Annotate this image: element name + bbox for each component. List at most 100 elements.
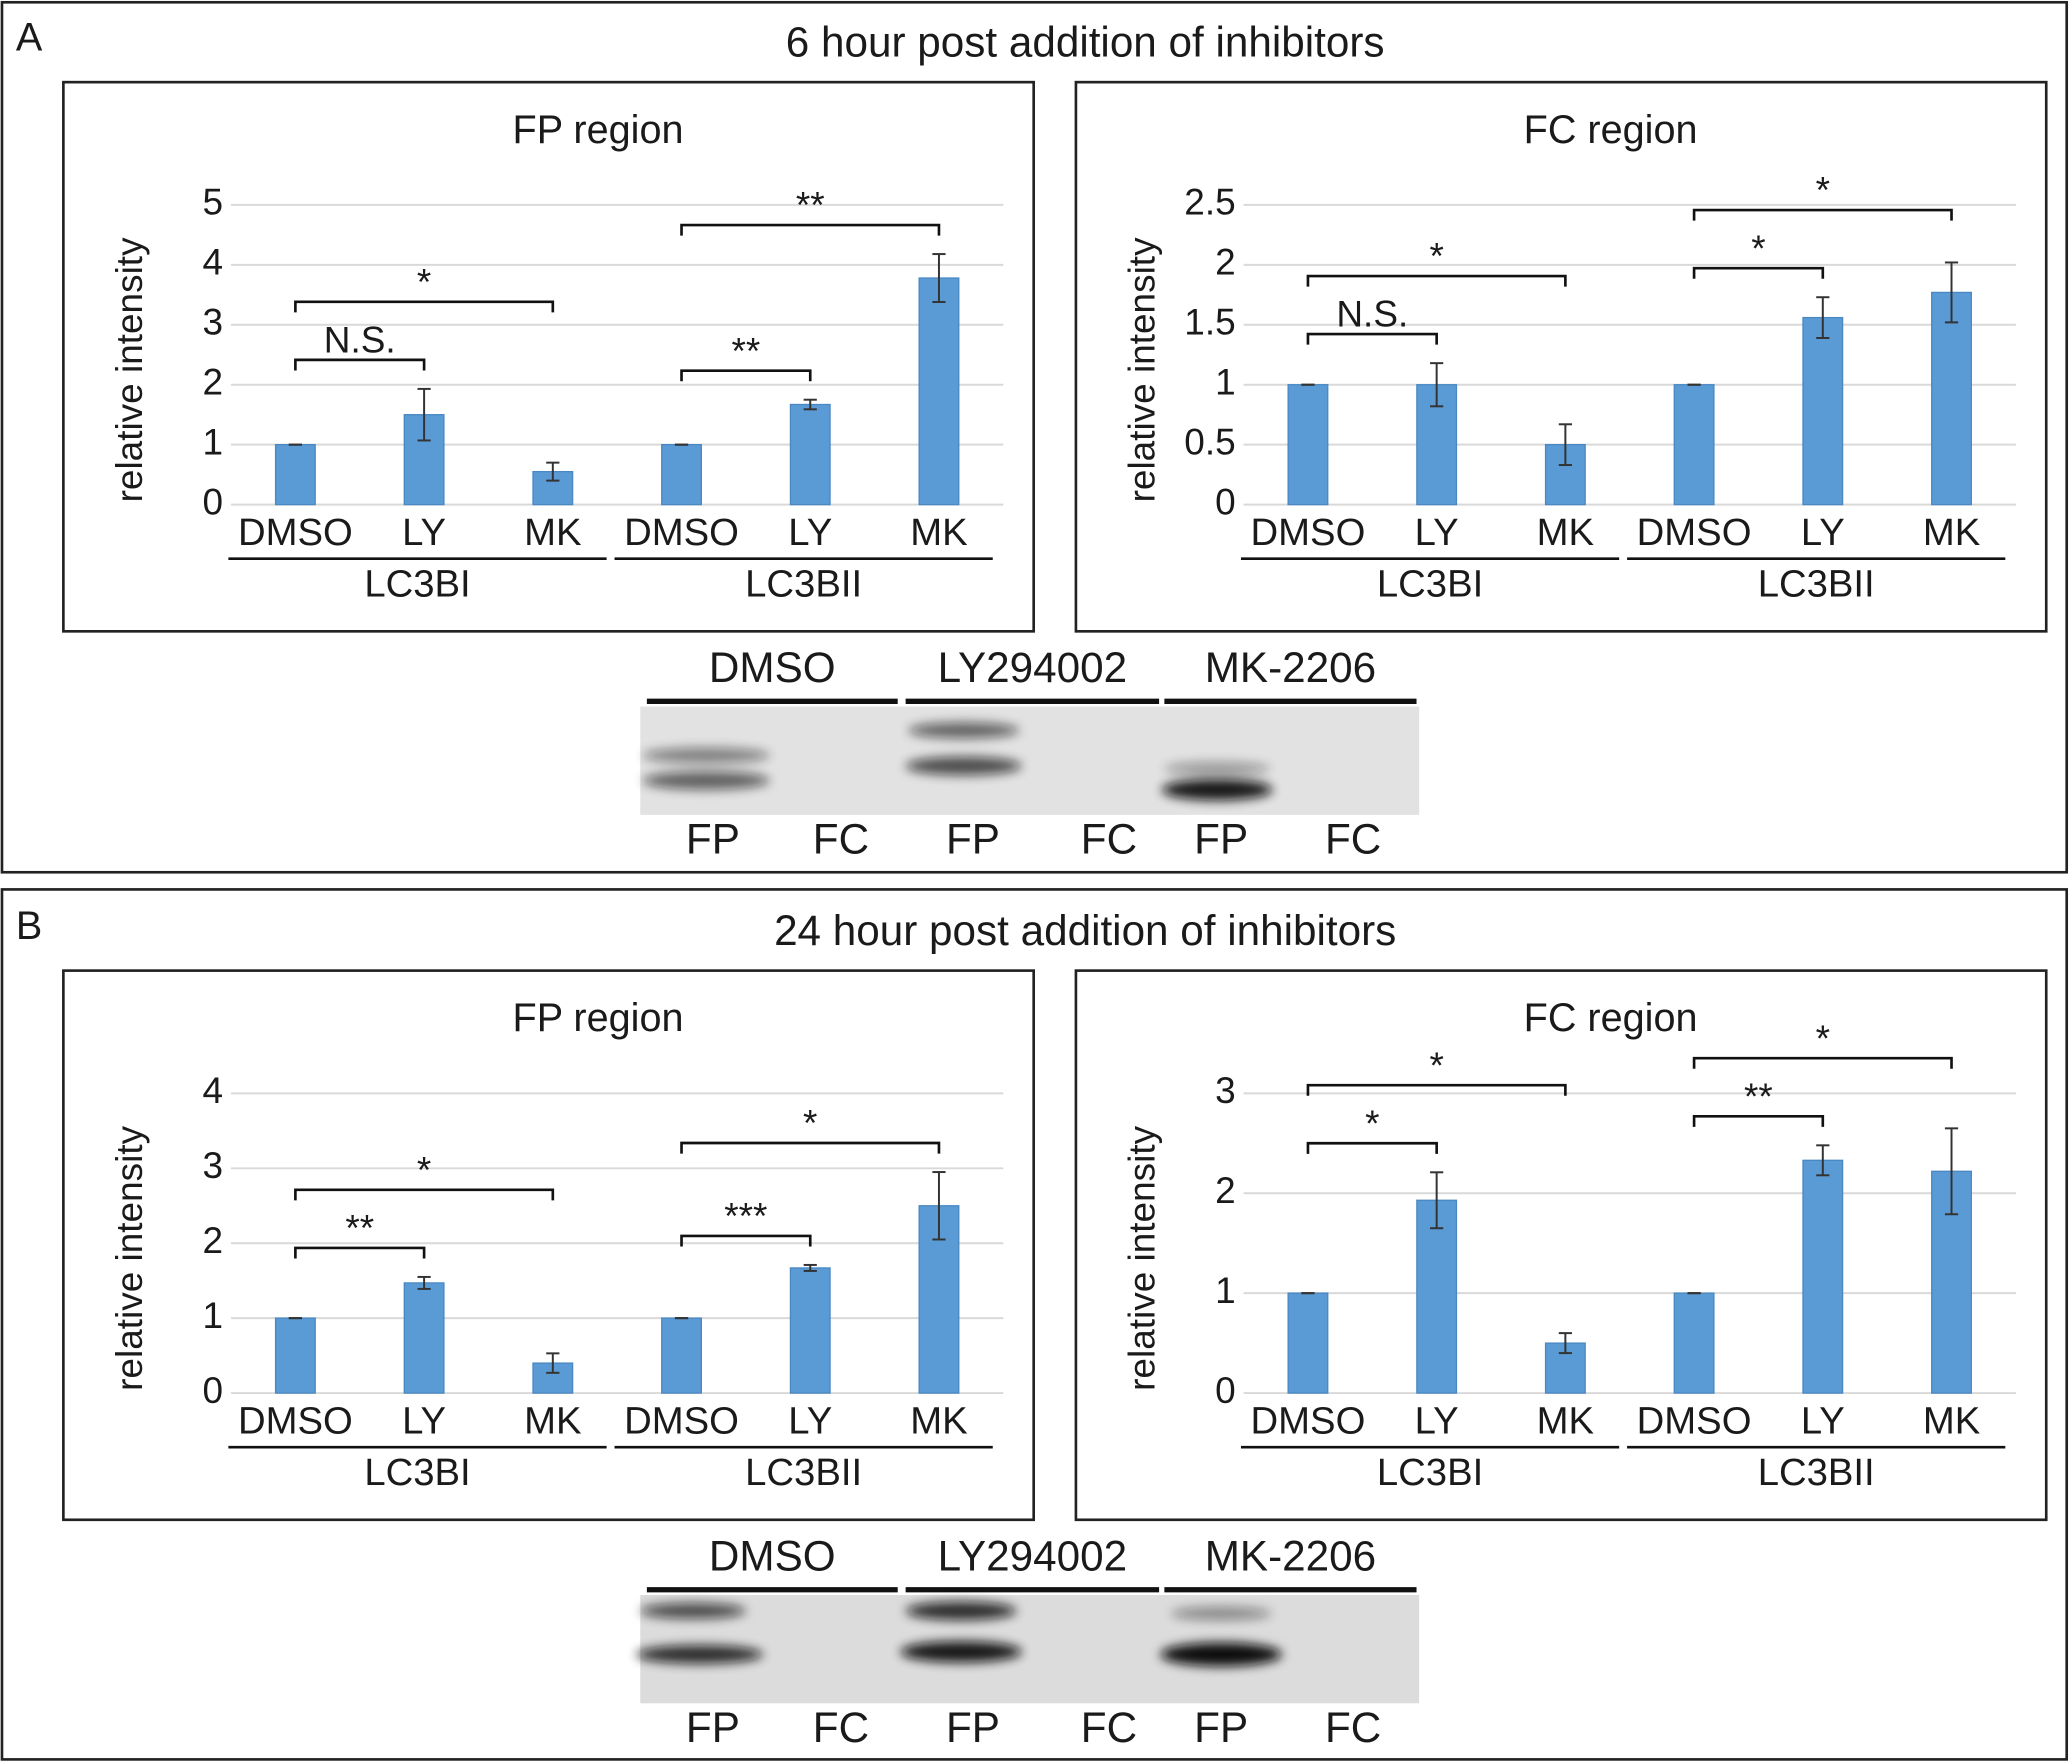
bar	[1287, 384, 1329, 506]
blot-band	[636, 1645, 764, 1664]
lane-label: FC	[1081, 816, 1137, 863]
error-bar	[1944, 1127, 1959, 1216]
y-axis-label: relative intensity	[109, 237, 150, 502]
error-bar	[1430, 362, 1444, 408]
significance-label: *	[1751, 228, 1765, 269]
group-label: LC3BII	[745, 1451, 862, 1494]
panel-frame	[0, 0, 2069, 874]
significance-label: *	[417, 1149, 431, 1190]
bar	[918, 277, 960, 506]
bar	[1673, 1292, 1715, 1394]
group-label: LC3BII	[1758, 1451, 1875, 1494]
bar	[1802, 316, 1844, 506]
significance-bracket	[294, 1188, 555, 1201]
bar	[661, 1317, 702, 1394]
blot-band	[1164, 762, 1270, 776]
x-tick-label: LY	[1801, 511, 1845, 554]
y-tick-label: 0	[1215, 481, 1236, 522]
bar	[1931, 291, 1972, 506]
bar	[274, 1317, 316, 1394]
blot-treatment: MK-2206	[1205, 1533, 1376, 1580]
blot-band	[642, 747, 770, 764]
lane-label: FC	[1081, 1704, 1137, 1751]
significance-label: *	[1816, 1018, 1830, 1059]
bar	[661, 444, 702, 506]
lane-label: FP	[946, 1704, 1000, 1751]
panel-label: A	[16, 15, 43, 59]
significance-label: ***	[724, 1196, 767, 1237]
blot-treatment: MK-2206	[1205, 644, 1376, 691]
y-tick-label: 1	[203, 1295, 224, 1336]
error-bar	[1816, 296, 1830, 339]
error-bar	[1816, 1144, 1830, 1177]
bar	[1802, 1159, 1844, 1394]
x-tick-label: LY	[402, 511, 446, 554]
error-bar	[546, 1352, 560, 1374]
significance-bracket	[1692, 1114, 1825, 1127]
error-bar	[546, 461, 560, 482]
significance-label: N.S.	[324, 319, 396, 360]
group-label: LC3BI	[1377, 563, 1483, 606]
significance-bracket	[1692, 1056, 1953, 1069]
y-tick-label: 2	[203, 1220, 224, 1261]
significance-label: *	[417, 261, 431, 302]
blot-image	[640, 1595, 1420, 1704]
error-bar	[1558, 1332, 1572, 1355]
x-tick-label: LY	[788, 1400, 832, 1443]
significance-label: *	[803, 1103, 817, 1144]
significance-bracket	[294, 1246, 426, 1259]
significance-label: **	[1744, 1076, 1773, 1117]
x-tick-label: DMSO	[1637, 1400, 1752, 1443]
error-bar	[1558, 423, 1572, 467]
significance-bracket	[680, 1234, 812, 1247]
lane-label: FP	[686, 1704, 740, 1751]
error-bar	[417, 1275, 431, 1290]
bar	[789, 403, 831, 506]
error-bar	[803, 1263, 817, 1272]
error-bar	[1430, 1171, 1444, 1230]
lane-label: FP	[686, 816, 740, 863]
group-label: LC3BI	[364, 1451, 470, 1494]
panel-label: B	[16, 904, 42, 948]
group-label: LC3BI	[1377, 1451, 1483, 1494]
significance-label: *	[1365, 1103, 1379, 1144]
x-tick-label: MK	[1923, 511, 1981, 554]
x-tick-label: DMSO	[238, 511, 353, 554]
error-bar	[1944, 261, 1959, 324]
lane-label: FC	[1325, 816, 1381, 863]
lane-label: FP	[946, 816, 1000, 863]
x-tick-label: DMSO	[238, 1400, 353, 1443]
y-axis-label: relative intensity	[1121, 237, 1162, 502]
bar	[1416, 1199, 1458, 1394]
blot-band	[905, 756, 1022, 776]
blot-band	[905, 1601, 1017, 1621]
x-tick-label: LY	[1801, 1400, 1845, 1443]
y-axis-label: relative intensity	[109, 1125, 150, 1390]
panel-title: 6 hour post addition of inhibitors	[786, 18, 1385, 65]
significance-bracket	[680, 369, 812, 382]
error-bar	[803, 398, 817, 411]
blot-band	[1160, 1642, 1282, 1667]
y-tick-label: 1	[203, 421, 224, 462]
significance-label: **	[796, 185, 825, 226]
y-tick-label: 1.5	[1184, 302, 1235, 343]
blot-band	[1170, 1606, 1272, 1621]
x-tick-label: MK	[524, 511, 582, 554]
significance-bracket	[1692, 208, 1953, 221]
significance-label: N.S.	[1336, 294, 1408, 335]
significance-bracket	[680, 1141, 941, 1154]
blot-band	[1161, 779, 1273, 801]
significance-bracket	[1306, 332, 1438, 345]
y-tick-label: 3	[203, 1145, 224, 1186]
x-tick-label: MK	[910, 511, 968, 554]
y-tick-label: 2	[1215, 242, 1236, 283]
x-tick-label: LY	[402, 1400, 446, 1443]
chart-title: FP region	[513, 996, 684, 1040]
significance-label: *	[1816, 170, 1830, 211]
chart-frame	[62, 80, 1035, 633]
y-axis-label: relative intensity	[1121, 1125, 1162, 1390]
chart-title: FC region	[1524, 996, 1698, 1040]
y-tick-label: 2	[203, 361, 224, 402]
